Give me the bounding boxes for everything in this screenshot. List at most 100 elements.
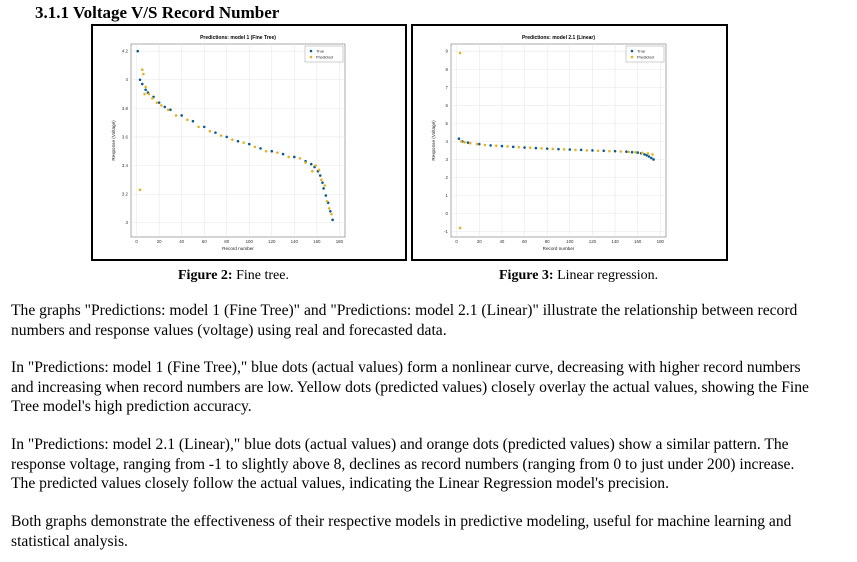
fine-tree-true-point — [225, 135, 229, 139]
linear-true-point — [643, 153, 646, 156]
linear-y-tick-label: 7 — [446, 85, 449, 90]
fine-tree-legend-marker — [309, 55, 313, 59]
fine-tree-predicted-point — [186, 118, 189, 122]
linear-x-tick-label: 180 — [657, 239, 665, 244]
linear-legend-box — [625, 45, 665, 63]
figure-2-caption-label: Figure 2: — [178, 268, 233, 283]
linear-plot-area — [450, 43, 667, 238]
linear-legend-label: True — [637, 49, 646, 54]
linear-predicted-point — [517, 145, 521, 149]
linear-true-point — [500, 144, 504, 148]
fine-tree-true-point — [236, 139, 240, 143]
linear-y-tick-label: 3 — [446, 157, 449, 162]
fine-tree-x-tick-label: 140 — [291, 239, 299, 244]
linear-predicted-point — [596, 149, 600, 153]
linear-true-point — [557, 147, 560, 151]
fine-tree-predicted-point — [144, 85, 147, 89]
fine-tree-true-point — [321, 181, 324, 184]
fine-tree-legend-label: True — [316, 49, 325, 54]
paragraph-intro: The graphs "Predictions: model 1 (Fine T… — [11, 302, 798, 339]
fine-tree-true-point — [214, 131, 217, 134]
fine-tree-predicted-point — [155, 101, 159, 104]
linear-predicted-point — [551, 147, 555, 151]
linear-true-point — [636, 151, 640, 154]
paragraph-linear: In "Predictions: model 2.1 (Linear)," bl… — [11, 436, 795, 492]
figure-3-linear-regression-chart: 0 20 40 60 80 100 120 140 160 180 -1 0 1 2 3 4 5 6 7 8 9 Pred… — [411, 24, 728, 261]
linear-true-point — [457, 137, 461, 140]
linear-true-point — [545, 147, 549, 150]
linear-legend-marker — [630, 55, 634, 59]
fine-tree-true-point — [191, 119, 195, 123]
linear-y-tick-label: 4 — [446, 139, 449, 144]
fine-tree-predicted-point — [138, 188, 142, 192]
fine-tree-predicted-point — [323, 184, 327, 187]
figure-3-caption-text: Linear regression. — [553, 268, 659, 283]
linear-y-tick-label: 8 — [446, 67, 449, 72]
fine-tree-true-point — [329, 209, 332, 213]
fine-tree-x-tick-label: 0 — [135, 239, 138, 244]
linear-x-tick-label: 100 — [566, 239, 574, 244]
linear-true-point — [534, 146, 538, 150]
fine-tree-true-point — [169, 108, 172, 112]
fine-tree-predicted-point — [317, 168, 321, 172]
fine-tree-true-point — [281, 152, 285, 156]
fine-tree-x-tick-label: 60 — [202, 239, 207, 244]
linear-y-tick-label: 9 — [446, 49, 449, 54]
linear-true-point — [649, 156, 653, 160]
fine-tree-legend-marker — [309, 49, 313, 53]
fine-tree-true-point — [247, 142, 251, 146]
linear-predicted-point — [651, 153, 654, 156]
linear-y-tick-label: 6 — [446, 103, 449, 108]
linear-predicted-point — [619, 150, 623, 153]
linear-legend-label: Predicted — [637, 55, 654, 60]
fine-tree-predicted-point — [151, 97, 154, 100]
linear-predicted-point — [475, 142, 479, 146]
linear-y-tick-label: -1 — [444, 229, 448, 234]
linear-true-point — [523, 146, 526, 149]
linear-predicted-point — [574, 148, 577, 152]
fine-tree-x-tick-label: 120 — [268, 239, 276, 244]
figure-3-caption: Figure 3: Linear regression. — [499, 268, 658, 284]
fine-tree-true-point — [144, 88, 147, 92]
fine-tree-predicted-point — [298, 157, 302, 160]
fine-tree-true-point — [331, 218, 334, 222]
linear-legend-marker — [630, 49, 634, 53]
fine-tree-x-axis-label: Record number — [222, 246, 254, 251]
linear-y-axis-label: Response (Voltage) — [431, 120, 436, 161]
linear-predicted-point — [646, 152, 650, 155]
fine-tree-x-tick-label: 100 — [246, 239, 254, 244]
fine-tree-true-point — [259, 147, 262, 150]
fine-tree-predicted-point — [304, 161, 307, 164]
linear-title: Predictions: model 2.1 (Linear) — [522, 35, 595, 41]
linear-y-tick-label: 2 — [446, 175, 449, 180]
fine-tree-y-tick-label: 3.4 — [122, 163, 129, 168]
linear-true-point — [477, 142, 481, 146]
fine-tree-predicted-point — [140, 68, 144, 72]
fine-tree-true-point — [136, 49, 140, 53]
linear-true-point — [613, 149, 617, 153]
fine-tree-true-point — [270, 149, 274, 153]
linear-x-axis-label: Record number — [543, 246, 575, 251]
fine-tree-predicted-point — [325, 199, 329, 203]
fine-tree-true-point — [309, 162, 313, 166]
linear-x-tick-label: 20 — [477, 239, 482, 244]
linear-predicted-point — [494, 144, 498, 148]
fine-tree-true-point — [293, 155, 296, 159]
linear-x-tick-label: 140 — [611, 239, 619, 244]
linear-predicted-point — [506, 145, 509, 148]
fine-tree-scatter-plot: 0 20 40 60 80 100 120 140 160 180 3 3.2 3.4 3.6 3.8 4 4.… — [111, 35, 346, 251]
fine-tree-predicted-point — [330, 212, 333, 216]
linear-x-tick-label: 80 — [545, 239, 550, 244]
fine-tree-predicted-point — [276, 151, 279, 154]
fine-tree-y-tick-label: 3.2 — [122, 192, 129, 197]
linear-predicted-point — [468, 141, 472, 145]
linear-regression-scatter-plot: 0 20 40 60 80 100 120 140 160 180 -1 0 1 2 3 4 5 6 7 8 9 Pred… — [431, 35, 667, 251]
figure-2-caption-text: Fine tree. — [232, 268, 289, 283]
linear-y-tick-label: 0 — [446, 211, 449, 216]
linear-predicted-point — [562, 148, 566, 151]
linear-true-point — [625, 150, 628, 153]
section-heading: 3.1.1 Voltage V/S Record Number — [35, 3, 280, 22]
fine-tree-legend-box — [304, 45, 344, 63]
fine-tree-predicted-point — [147, 92, 151, 96]
fine-tree-predicted-point — [219, 134, 223, 137]
